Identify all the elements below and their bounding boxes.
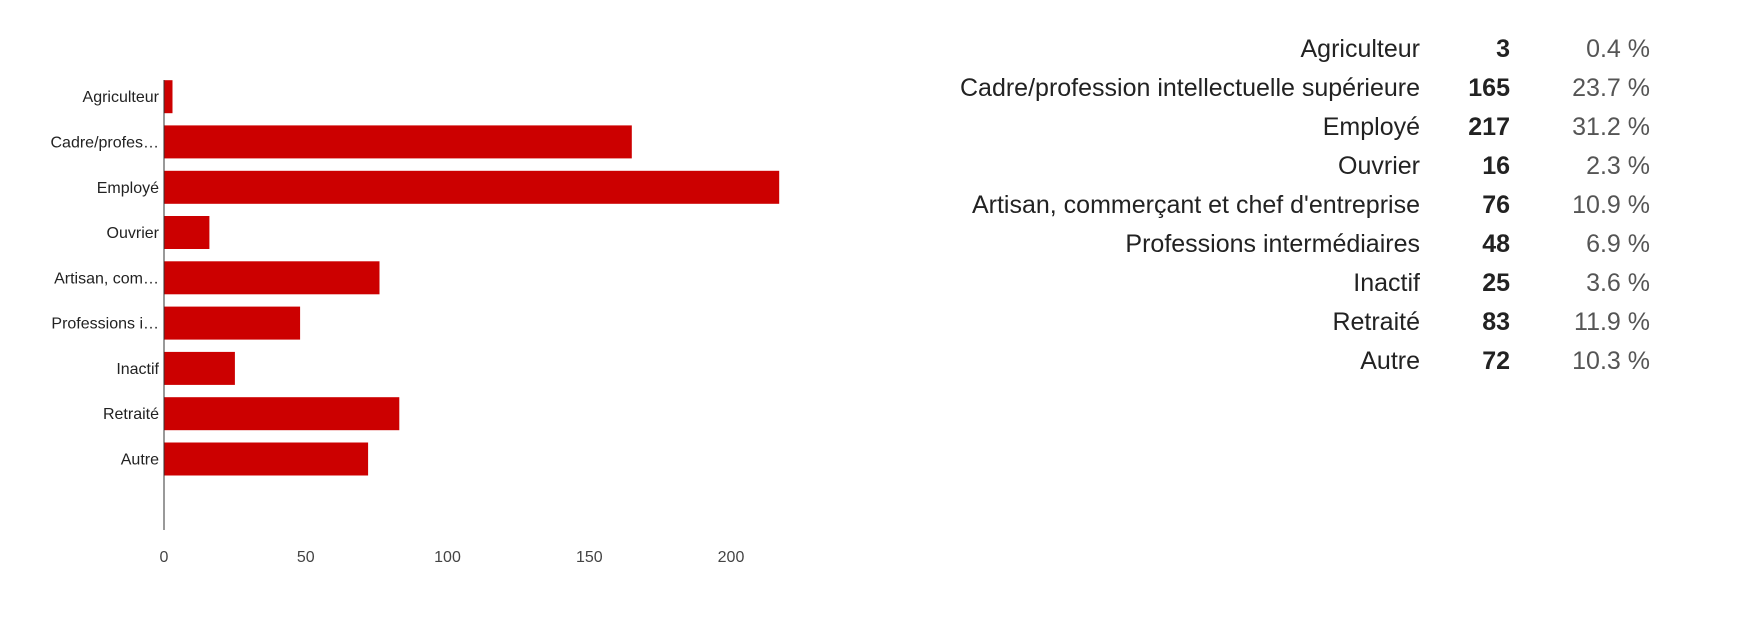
summary-count: 16 bbox=[1482, 152, 1510, 180]
summary-count: 165 bbox=[1468, 74, 1510, 102]
bar bbox=[164, 125, 632, 159]
summary-row: Inactif 25 3.6 % bbox=[960, 264, 1650, 303]
x-tick-label: 200 bbox=[718, 549, 745, 566]
x-tick-labels: 0 50 100 150 200 bbox=[160, 549, 745, 566]
bar bbox=[164, 306, 301, 340]
summary-count: 48 bbox=[1482, 230, 1510, 258]
category-label: Professions i… bbox=[51, 316, 159, 333]
summary-label: Professions intermédiaires bbox=[1125, 230, 1420, 258]
summary-row: Employé 217 31.2 % bbox=[960, 108, 1650, 147]
category-label: Employé bbox=[97, 180, 159, 197]
summary-row: Professions intermédiaires 48 6.9 % bbox=[960, 225, 1650, 264]
summary-percent: 2.3 % bbox=[1586, 152, 1650, 180]
category-label: Artisan, com… bbox=[54, 270, 159, 287]
category-label: Cadre/profes… bbox=[51, 134, 160, 151]
summary-row: Autre 72 10.3 % bbox=[960, 342, 1650, 381]
summary-row: Agriculteur 3 0.4 % bbox=[960, 30, 1651, 69]
summary-percent: 10.9 % bbox=[1572, 191, 1650, 219]
summary-label: Agriculteur bbox=[1300, 35, 1421, 63]
summary-count: 217 bbox=[1468, 113, 1510, 141]
bar bbox=[164, 442, 369, 476]
summary-label: Retraité bbox=[1332, 308, 1420, 336]
category-label: Inactif bbox=[116, 361, 159, 378]
bar bbox=[164, 351, 235, 385]
bar bbox=[164, 170, 780, 204]
x-tick-label: 0 bbox=[160, 549, 169, 566]
bars-layer bbox=[164, 80, 780, 476]
summary-count: 83 bbox=[1482, 308, 1510, 336]
summary-label: Cadre/profession intellectuelle supérieu… bbox=[960, 74, 1420, 102]
summary-percent: 31.2 % bbox=[1572, 113, 1650, 141]
category-label: Autre bbox=[121, 452, 159, 469]
summary-row: Cadre/profession intellectuelle supérieu… bbox=[960, 69, 1650, 108]
summary-count: 25 bbox=[1482, 269, 1510, 297]
summary-count: 76 bbox=[1482, 191, 1510, 219]
category-labels: Agriculteur Cadre/profes… Employé Ouvrier Ar… bbox=[51, 89, 160, 468]
summary-table: Agriculteur 3 0.4 % Cadre/profession intell… bbox=[960, 30, 1650, 381]
summary-percent: 6.9 % bbox=[1586, 230, 1650, 258]
x-tick-label: 100 bbox=[434, 549, 461, 566]
summary-row: Ouvrier 16 2.3 % bbox=[960, 147, 1650, 186]
summary-row: Retraité 83 11.9 % bbox=[960, 303, 1650, 342]
summary-label: Inactif bbox=[1353, 269, 1420, 297]
bar bbox=[164, 216, 210, 249]
summary-label: Employé bbox=[1322, 113, 1420, 141]
summary-count: 3 bbox=[1496, 35, 1510, 63]
summary-percent: 11.9 % bbox=[1574, 308, 1650, 336]
summary-count: 72 bbox=[1482, 347, 1510, 375]
summary-percent: 0.4 % bbox=[1586, 35, 1650, 63]
category-label: Agriculteur bbox=[83, 89, 160, 106]
bar bbox=[164, 80, 173, 114]
summary-label: Autre bbox=[1360, 347, 1420, 375]
summary-percent: 3.6 % bbox=[1586, 269, 1650, 297]
x-tick-label: 150 bbox=[576, 549, 603, 566]
bar bbox=[164, 261, 380, 295]
summary-percent: 10.3 % bbox=[1572, 347, 1650, 375]
bar-chart: Agriculteur Cadre/profes… Employé Ouvrier Ar… bbox=[51, 80, 780, 566]
bar bbox=[164, 397, 400, 431]
summary-label: Artisan, commerçant et chef d'entreprise bbox=[971, 191, 1420, 219]
summary-percent: 23.7 % bbox=[1572, 74, 1650, 102]
summary-row: Artisan, commerçant et chef d'entreprise… bbox=[960, 186, 1650, 225]
summary-label: Ouvrier bbox=[1338, 152, 1420, 180]
category-label: Retraité bbox=[103, 406, 159, 423]
category-label: Ouvrier bbox=[107, 225, 160, 242]
x-tick-label: 50 bbox=[297, 549, 315, 566]
